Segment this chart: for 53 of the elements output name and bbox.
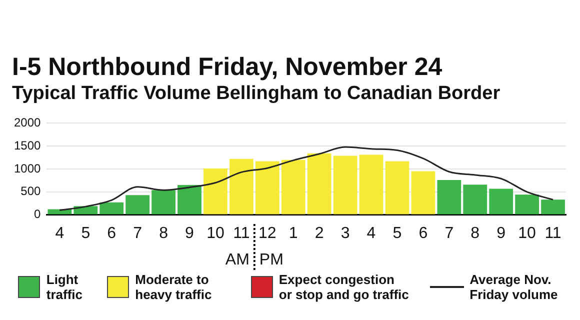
x-tick-label: 11 (544, 224, 562, 242)
text: PM (259, 251, 284, 268)
x-tick-label: 8 (470, 224, 480, 242)
x-tick-label: 5 (81, 224, 90, 242)
bar (48, 209, 72, 214)
bar (541, 200, 565, 214)
legend-label: Light traffic (46, 272, 84, 302)
bar (463, 184, 488, 214)
line-series (58, 146, 554, 211)
y-tick-label: 500 (20, 184, 42, 198)
bar (359, 154, 384, 214)
chart-subtitle: Typical Traffic Volume Bellingham to Canadian Border (12, 82, 502, 106)
y-tick-label: 2000 (14, 116, 42, 130)
bar (333, 156, 358, 214)
bar (178, 185, 202, 214)
x-tick-label: 4 (366, 224, 376, 242)
x-tick-label: 9 (185, 224, 194, 242)
bar (255, 161, 280, 214)
x-tick-label: 6 (107, 224, 116, 242)
chart-title: I-5 Northbound Friday, November 24 (12, 52, 444, 82)
bar (437, 180, 462, 214)
y-tick-label: 1500 (14, 138, 42, 152)
x-tick-label: 1 (288, 224, 298, 242)
x-tick-label: 7 (444, 224, 454, 242)
text: AM (225, 251, 250, 268)
legend-label: Moderate to heavy traffic (135, 272, 213, 302)
x-tick-label: 4 (55, 224, 64, 242)
y-tick-label: 1000 (14, 161, 42, 176)
bar (515, 194, 539, 214)
x-tick-label: 12 (258, 224, 276, 242)
bar (204, 168, 228, 214)
x-tick-label: 5 (392, 224, 402, 242)
x-tick-label: 3 (340, 224, 350, 242)
x-tick-label: 11 (233, 224, 250, 242)
legend-label: Average Nov. Friday volume (470, 272, 559, 302)
bar (307, 153, 332, 214)
y-tick-label: 0 (34, 207, 42, 222)
legend-label: Expect congestion or stop and go traffic (278, 272, 409, 302)
x-tick-label: 7 (133, 224, 142, 242)
x-tick-label: 9 (496, 224, 506, 242)
bar (229, 158, 254, 214)
x-tick-label: 2 (314, 224, 324, 242)
x-tick-label: 10 (518, 224, 536, 242)
bar (385, 161, 410, 214)
bar (152, 190, 176, 214)
bar (100, 202, 124, 214)
bar (281, 160, 306, 214)
bar (489, 188, 514, 214)
bar (126, 195, 150, 214)
x-tick-label: 6 (418, 224, 428, 242)
bar (411, 171, 436, 214)
x-tick-label: 8 (159, 224, 168, 242)
x-tick-label: 10 (206, 224, 224, 242)
